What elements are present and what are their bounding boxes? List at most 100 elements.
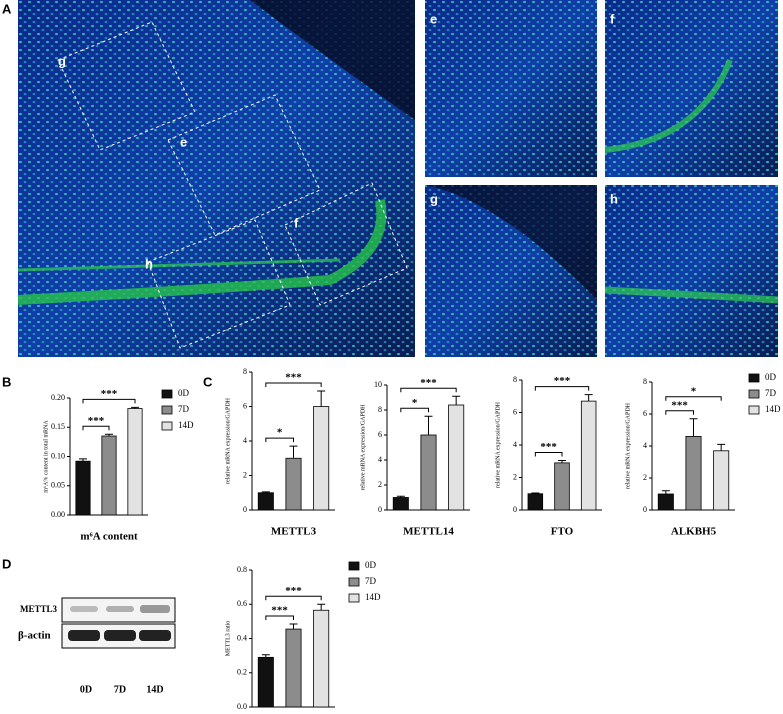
legend-swatch bbox=[161, 405, 173, 415]
y-tick-label: 0 bbox=[243, 505, 247, 514]
y-tick-label: 4 bbox=[243, 436, 247, 445]
y-tick-label: 2 bbox=[378, 480, 382, 489]
significance-bracket bbox=[265, 595, 322, 601]
error-bar bbox=[689, 418, 698, 437]
blot-lane-label: 14D bbox=[146, 684, 163, 695]
y-tick-label: 4 bbox=[643, 441, 647, 450]
panel-label: D bbox=[2, 556, 11, 571]
y-tick-label: 0.4 bbox=[237, 633, 247, 642]
significance-label: * bbox=[691, 385, 697, 397]
significance-bracket bbox=[82, 425, 110, 431]
error-bar bbox=[261, 654, 270, 658]
bar bbox=[313, 406, 330, 511]
blot-row-label: METTL3 bbox=[20, 604, 58, 614]
significance-bracket bbox=[265, 437, 294, 443]
image-label: f bbox=[294, 215, 299, 230]
significance-bracket bbox=[400, 387, 457, 393]
bar bbox=[527, 493, 544, 511]
legend-label: 7D bbox=[765, 388, 777, 398]
y-axis-label: m⁶A% content in total mRNA bbox=[43, 420, 49, 493]
blot-lane-label: 7D bbox=[114, 684, 126, 695]
image-label: e bbox=[180, 134, 187, 149]
y-tick-label: 0.8 bbox=[237, 565, 247, 574]
bar bbox=[657, 493, 674, 511]
y-tick-label: 0.0 bbox=[237, 702, 247, 711]
image-label: e bbox=[430, 11, 437, 26]
x-axis-label: METTL14 bbox=[403, 526, 454, 538]
error-bar bbox=[584, 394, 593, 402]
bar bbox=[285, 457, 302, 511]
panel-label: B bbox=[2, 374, 11, 389]
y-tick-label: 2 bbox=[513, 472, 517, 481]
error-bar bbox=[396, 495, 405, 498]
error-bar bbox=[79, 458, 87, 462]
panel-label: A bbox=[2, 1, 12, 16]
y-tick-label: 2 bbox=[243, 470, 247, 479]
legend-label: 14D bbox=[765, 404, 781, 414]
legend-swatch bbox=[748, 373, 760, 383]
y-tick-label: 8 bbox=[513, 375, 517, 384]
significance-bracket bbox=[265, 382, 322, 387]
significance-label: * bbox=[412, 397, 418, 409]
y-tick-label: 0.00 bbox=[51, 510, 65, 519]
bar bbox=[554, 462, 570, 511]
y-tick-label: 0.20 bbox=[51, 393, 65, 402]
significance-bracket bbox=[665, 410, 694, 415]
significance-bracket bbox=[82, 398, 136, 404]
bar bbox=[285, 628, 302, 708]
significance-bracket bbox=[665, 396, 722, 401]
y-tick-label: 0 bbox=[513, 505, 517, 514]
error-bar bbox=[105, 433, 113, 437]
y-tick-label: 0 bbox=[643, 505, 647, 514]
error-bar bbox=[717, 443, 726, 451]
bar bbox=[420, 434, 437, 511]
image-label: f bbox=[610, 11, 615, 26]
legend-label: 0D bbox=[178, 388, 190, 398]
x-axis-label: METTL3 bbox=[271, 526, 317, 538]
y-axis-label: METTL3 ratio bbox=[225, 621, 231, 657]
y-tick-label: 6 bbox=[378, 430, 382, 439]
error-bar bbox=[317, 603, 326, 611]
bar bbox=[713, 450, 730, 511]
y-tick-label: 0 bbox=[378, 505, 382, 514]
error-bar bbox=[317, 390, 326, 407]
bar bbox=[685, 435, 702, 511]
y-tick-label: 6 bbox=[643, 409, 647, 418]
legend-swatch bbox=[348, 577, 360, 587]
y-tick-label: 4 bbox=[378, 455, 382, 464]
bar bbox=[448, 404, 465, 511]
y-axis-label: relative mRNA expression/GAPDH bbox=[625, 402, 631, 489]
legend-label: 14D bbox=[365, 592, 381, 602]
legend-swatch bbox=[348, 561, 360, 571]
error-bar bbox=[452, 395, 461, 405]
legend-swatch bbox=[348, 593, 360, 603]
significance-label: *** bbox=[101, 388, 118, 400]
bar bbox=[392, 497, 409, 511]
image-label: g bbox=[430, 191, 438, 206]
y-tick-label: 10 bbox=[374, 380, 382, 389]
legend-label: 0D bbox=[365, 560, 377, 570]
x-axis-label: ALKBH5 bbox=[671, 526, 717, 538]
error-bar bbox=[531, 492, 540, 494]
error-bar bbox=[131, 406, 139, 409]
image-label: g bbox=[58, 53, 66, 68]
y-tick-label: 8 bbox=[243, 367, 247, 376]
y-axis-label: relative mRNA expression/GAPDH bbox=[360, 404, 366, 491]
y-axis-label: relative mRNA expression/GAPDH bbox=[495, 401, 501, 488]
panel-a-images bbox=[17, 0, 779, 357]
legend-label: 14D bbox=[178, 420, 194, 430]
image-label: h bbox=[145, 256, 153, 271]
y-tick-label: 6 bbox=[243, 401, 247, 410]
image-label: h bbox=[610, 191, 618, 206]
bar bbox=[101, 435, 117, 516]
error-bar bbox=[289, 445, 298, 459]
significance-label: *** bbox=[671, 399, 688, 411]
significance-label: * bbox=[277, 427, 283, 439]
legend-swatch bbox=[748, 389, 760, 399]
significance-label: *** bbox=[540, 441, 557, 453]
legend-label: 7D bbox=[178, 404, 190, 414]
y-tick-label: 0.10 bbox=[51, 451, 65, 460]
bar bbox=[313, 609, 330, 708]
significance-label: *** bbox=[271, 604, 288, 616]
